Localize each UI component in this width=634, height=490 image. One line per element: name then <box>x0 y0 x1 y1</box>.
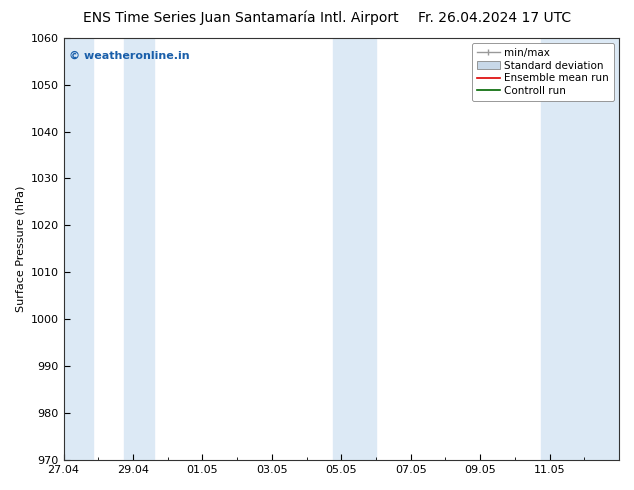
Y-axis label: Surface Pressure (hPa): Surface Pressure (hPa) <box>15 186 25 312</box>
Legend: min/max, Standard deviation, Ensemble mean run, Controll run: min/max, Standard deviation, Ensemble me… <box>472 43 614 101</box>
Bar <box>541 38 619 460</box>
Bar <box>124 38 154 460</box>
Bar <box>333 38 376 460</box>
Text: ENS Time Series Juan Santamaría Intl. Airport: ENS Time Series Juan Santamaría Intl. Ai… <box>83 11 399 25</box>
Text: Fr. 26.04.2024 17 UTC: Fr. 26.04.2024 17 UTC <box>418 11 571 25</box>
Text: © weatheronline.in: © weatheronline.in <box>69 50 190 60</box>
Bar <box>63 38 93 460</box>
